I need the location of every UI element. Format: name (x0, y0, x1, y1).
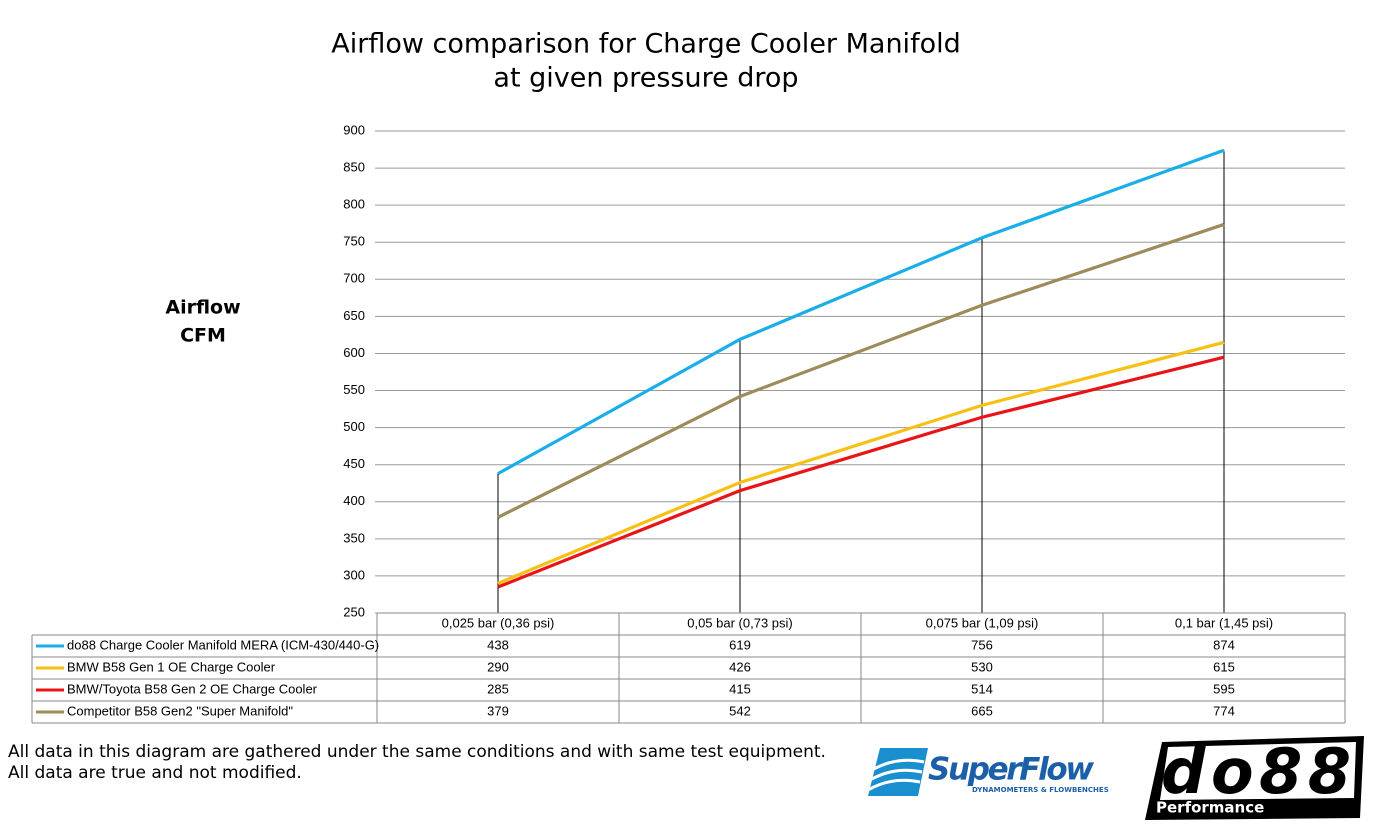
table-value: 415 (729, 681, 751, 696)
logo-shape (867, 758, 925, 792)
table-value: 379 (487, 703, 509, 718)
series-line (497, 222, 1225, 519)
chart-title: at given pressure drop (493, 63, 798, 94)
footnote: All data are true and not modified. (8, 763, 302, 783)
series-line (497, 340, 1225, 585)
table-value: 619 (729, 637, 751, 652)
y-axis-label: CFM (180, 325, 226, 347)
table-value: 290 (487, 659, 509, 674)
y-tick-label: 750 (343, 234, 365, 249)
y-tick-label: 700 (343, 271, 365, 286)
logo-tagline: Performance (1156, 799, 1264, 817)
x-tick-label: 0,025 bar (0,36 psi) (442, 615, 555, 630)
y-tick-label: 500 (343, 419, 365, 434)
table-value: 514 (971, 681, 993, 696)
y-tick-label: 550 (343, 382, 365, 397)
table-value: 530 (971, 659, 993, 674)
logo-tagline: DYNAMOMETERS & FLOWBENCHES (972, 786, 1109, 794)
series-line (497, 355, 1225, 589)
table-value: 756 (971, 637, 993, 652)
y-tick-label: 350 (343, 530, 365, 545)
y-tick-label: 400 (343, 493, 365, 508)
table-value: 426 (729, 659, 751, 674)
table-value: 595 (1213, 681, 1235, 696)
superflow-logo: SuperFlow DYNAMOMETERS & FLOWBENCHES (867, 748, 1109, 796)
table-value: 438 (487, 637, 509, 652)
series-line (497, 148, 1225, 475)
table-value: 285 (487, 681, 509, 696)
x-tick-label: 0,1 bar (1,45 psi) (1175, 615, 1273, 630)
table-value: 874 (1213, 637, 1235, 652)
table-value: 665 (971, 703, 993, 718)
legend-label: Competitor B58 Gen2 "Super Manifold" (67, 703, 293, 718)
y-tick-label: 850 (343, 160, 365, 175)
x-tick-label: 0,05 bar (0,73 psi) (687, 615, 793, 630)
y-tick-label: 650 (343, 308, 365, 323)
legend-label: BMW/Toyota B58 Gen 2 OE Charge Cooler (67, 681, 318, 696)
footnote: All data in this diagram are gathered un… (8, 742, 826, 762)
table-value: 774 (1213, 703, 1235, 718)
legend-label: do88 Charge Cooler Manifold MERA (ICM-43… (67, 637, 379, 652)
y-tick-label: 300 (343, 567, 365, 582)
x-tick-label: 0,075 bar (1,09 psi) (926, 615, 1039, 630)
table-value: 615 (1213, 659, 1235, 674)
y-tick-label: 800 (343, 197, 365, 212)
do88-logo: do88 Performance (1145, 735, 1364, 820)
chart-title: Airflow comparison for Charge Cooler Man… (331, 29, 960, 60)
y-tick-label: 250 (343, 604, 365, 619)
y-tick-label: 900 (343, 122, 365, 137)
y-axis-label: Airflow (165, 297, 240, 319)
logo-text: SuperFlow (928, 752, 1094, 788)
logo-shape (1160, 742, 1356, 800)
legend-label: BMW B58 Gen 1 OE Charge Cooler (67, 659, 276, 674)
y-tick-label: 600 (343, 345, 365, 360)
table-value: 542 (729, 703, 751, 718)
y-tick-label: 450 (343, 456, 365, 471)
